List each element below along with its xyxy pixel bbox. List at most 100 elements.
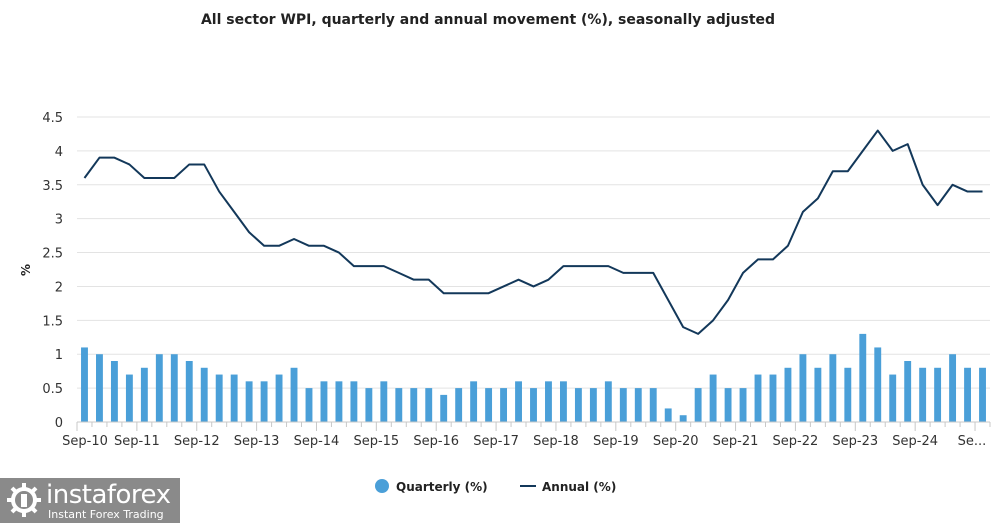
- quarterly-bar: [485, 388, 493, 422]
- quarterly-bar: [844, 367, 852, 422]
- quarterly-bar: [455, 388, 463, 422]
- quarterly-bar: [694, 388, 702, 422]
- gridlines: [77, 116, 990, 389]
- quarterly-bar: [350, 381, 358, 422]
- quarterly-bar: [919, 367, 927, 422]
- quarterly-bar: [979, 367, 986, 422]
- quarterly-bar: [96, 354, 103, 422]
- x-tick-label: Se...: [958, 434, 987, 449]
- quarterly-bars: [81, 333, 986, 422]
- quarterly-bar: [380, 381, 388, 422]
- quarterly-bar: [949, 354, 957, 422]
- quarterly-bar: [470, 381, 478, 422]
- y-tick-label: 2.5: [42, 247, 63, 262]
- quarterly-bar: [799, 354, 807, 422]
- x-tick-label: Sep-18: [533, 434, 579, 449]
- quarterly-bar: [724, 388, 732, 422]
- y-tick-label: 2: [55, 280, 63, 295]
- y-axis-ticks: 0 0.5 1 1.5 2 2.5 3 3.5 4 4.5: [42, 111, 63, 431]
- quarterly-bar: [904, 361, 912, 422]
- legend-quarterly-swatch: [375, 479, 389, 493]
- quarterly-bar: [410, 388, 418, 422]
- quarterly-bar: [320, 381, 328, 422]
- quarterly-bar: [110, 361, 118, 422]
- quarterly-bar: [859, 333, 867, 422]
- quarterly-bar: [515, 381, 522, 422]
- quarterly-bar: [365, 388, 373, 422]
- quarterly-bar: [739, 388, 747, 422]
- quarterly-bar: [425, 388, 433, 422]
- y-axis-label: %: [19, 264, 33, 276]
- watermark: instaforex Instant Forex Trading: [0, 478, 180, 523]
- quarterly-bar: [125, 374, 133, 422]
- y-tick-label: 3.5: [42, 179, 63, 194]
- quarterly-bar: [784, 367, 792, 422]
- quarterly-bar: [260, 381, 268, 422]
- x-tick-label: Sep-12: [174, 434, 220, 449]
- x-tick-label: Sep-10: [62, 434, 108, 449]
- x-tick-label: Sep-22: [773, 434, 819, 449]
- x-tick-label: Sep-24: [892, 434, 938, 449]
- quarterly-bar: [709, 374, 717, 422]
- quarterly-bar: [155, 354, 163, 422]
- x-tick-label: Sep-21: [713, 434, 759, 449]
- x-tick-label: Sep-14: [294, 434, 340, 449]
- quarterly-bar: [889, 374, 897, 422]
- quarterly-bar: [545, 381, 552, 422]
- quarterly-bar: [964, 367, 971, 422]
- quarterly-bar: [769, 374, 777, 422]
- watermark-brand: instaforex: [46, 480, 171, 510]
- annual-line: [83, 129, 983, 335]
- x-tick-label: Sep-17: [473, 434, 519, 449]
- quarterly-bar: [335, 381, 343, 422]
- quarterly-bar: [634, 388, 642, 422]
- x-tick-label: Sep-11: [114, 434, 160, 449]
- x-tick-label: Sep-13: [234, 434, 280, 449]
- chart-title: All sector WPI, quarterly and annual mov…: [201, 12, 775, 28]
- quarterly-bar: [589, 388, 597, 422]
- y-tick-label: 4.5: [42, 111, 63, 126]
- quarterly-bar: [200, 367, 208, 422]
- quarterly-bar: [215, 374, 223, 422]
- quarterly-bar: [140, 367, 148, 422]
- legend-item-annual[interactable]: Annual (%): [520, 480, 616, 494]
- quarterly-bar: [81, 347, 88, 422]
- quarterly-bar: [500, 388, 508, 422]
- quarterly-bar: [829, 354, 837, 422]
- quarterly-bar: [530, 388, 537, 422]
- quarterly-bar: [275, 374, 283, 422]
- quarterly-bar: [679, 415, 687, 422]
- y-tick-label: 1: [55, 348, 63, 363]
- y-tick-label: 1.5: [42, 314, 63, 329]
- quarterly-bar: [440, 394, 448, 422]
- quarterly-bar: [814, 367, 822, 422]
- x-tick-label: Sep-19: [593, 434, 639, 449]
- quarterly-bar: [574, 388, 582, 422]
- legend-annual-label: Annual (%): [542, 480, 616, 494]
- quarterly-bar: [754, 374, 762, 422]
- quarterly-bar: [395, 388, 403, 422]
- quarterly-bar: [559, 381, 567, 422]
- legend-item-quarterly[interactable]: Quarterly (%): [375, 479, 488, 494]
- y-tick-label: 0.5: [42, 382, 63, 397]
- x-axis-ticks: Sep-10 Sep-11 Sep-12 Sep-13 Sep-14 Sep-15 Sep-…: [62, 422, 991, 449]
- quarterly-bar: [874, 347, 882, 422]
- legend[interactable]: Quarterly (%) Annual (%): [375, 479, 616, 494]
- y-tick-label: 0: [55, 416, 63, 431]
- quarterly-bar: [230, 374, 238, 422]
- x-tick-label: Sep-23: [832, 434, 878, 449]
- annual-line-group: [83, 129, 983, 335]
- quarterly-bar: [170, 354, 178, 422]
- quarterly-bar: [649, 388, 657, 422]
- legend-quarterly-label: Quarterly (%): [396, 480, 488, 494]
- quarterly-bar: [245, 381, 253, 422]
- quarterly-bar: [619, 388, 627, 422]
- y-tick-label: 3: [55, 213, 63, 228]
- x-tick-label: Sep-15: [353, 434, 399, 449]
- x-tick-label: Sep-20: [653, 434, 699, 449]
- quarterly-bar: [305, 388, 313, 422]
- quarterly-bar: [934, 367, 942, 422]
- x-tick-label: Sep-16: [413, 434, 459, 449]
- instaforex-logo-icon: [7, 483, 41, 517]
